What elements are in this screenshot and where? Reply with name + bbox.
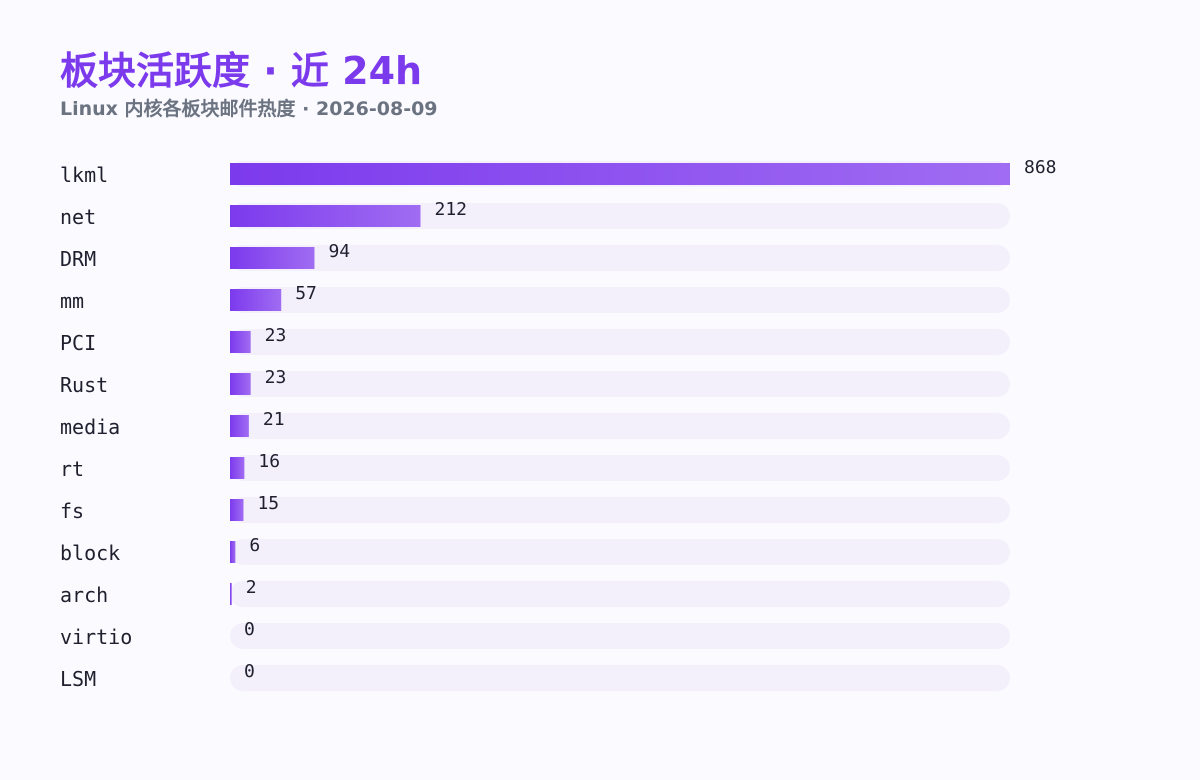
category-label: net bbox=[60, 205, 96, 229]
chart-title: 板块活跃度 · 近 24h bbox=[60, 49, 423, 93]
value-label: 212 bbox=[435, 199, 468, 220]
bar-track bbox=[230, 623, 1010, 649]
bar bbox=[230, 415, 249, 437]
bar-track bbox=[230, 413, 1010, 439]
value-label: 94 bbox=[328, 241, 350, 262]
category-label: arch bbox=[60, 583, 108, 607]
value-label: 21 bbox=[263, 409, 285, 430]
bar-track bbox=[230, 455, 1010, 481]
value-label: 15 bbox=[257, 493, 279, 514]
bar-track bbox=[230, 203, 1010, 229]
bar bbox=[230, 331, 251, 353]
category-label: LSM bbox=[60, 667, 96, 691]
bar-track bbox=[230, 371, 1010, 397]
value-label: 23 bbox=[265, 367, 287, 388]
value-label: 23 bbox=[265, 325, 287, 346]
bar-track bbox=[230, 287, 1010, 313]
bar-track bbox=[230, 539, 1010, 565]
bar bbox=[230, 163, 1010, 185]
bar-track bbox=[230, 497, 1010, 523]
bar bbox=[230, 583, 232, 605]
value-label: 16 bbox=[258, 451, 280, 472]
value-label: 0 bbox=[244, 661, 255, 682]
bar bbox=[230, 289, 282, 311]
category-label: DRM bbox=[60, 247, 96, 271]
value-label: 6 bbox=[249, 535, 260, 556]
category-label: mm bbox=[60, 289, 84, 313]
chart-subtitle: Linux 内核各板块邮件热度 · 2026-08-09 bbox=[60, 98, 438, 120]
category-label: media bbox=[60, 415, 120, 439]
bar bbox=[230, 457, 245, 479]
category-label: lkml bbox=[60, 163, 108, 187]
bar-track bbox=[230, 581, 1010, 607]
bar bbox=[230, 499, 244, 521]
bar bbox=[230, 373, 251, 395]
bar-track bbox=[230, 329, 1010, 355]
bar bbox=[230, 205, 421, 227]
bar-track bbox=[230, 245, 1010, 271]
value-label: 2 bbox=[246, 577, 257, 598]
category-label: fs bbox=[60, 499, 84, 523]
value-label: 0 bbox=[244, 619, 255, 640]
category-label: virtio bbox=[60, 625, 132, 649]
category-label: Rust bbox=[60, 373, 108, 397]
value-label: 868 bbox=[1024, 157, 1057, 178]
category-label: block bbox=[60, 541, 120, 565]
bar bbox=[230, 247, 315, 269]
bar-track bbox=[230, 665, 1010, 691]
bar bbox=[230, 541, 236, 563]
category-label: rt bbox=[60, 457, 84, 481]
category-label: PCI bbox=[60, 331, 96, 355]
value-label: 57 bbox=[295, 283, 317, 304]
